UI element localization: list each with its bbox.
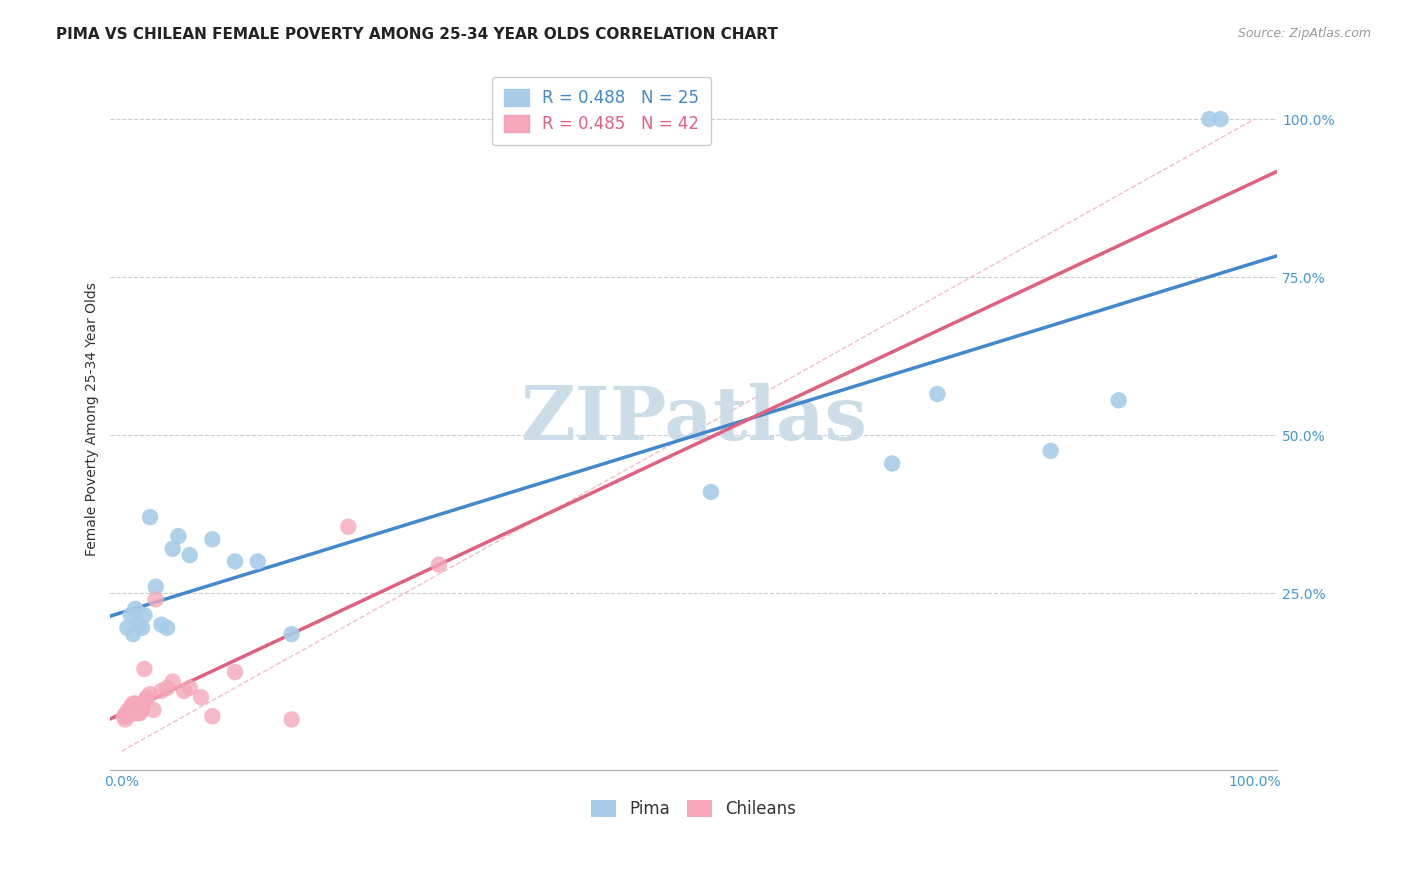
Point: [128, 699, 150, 714]
Point: [120, 703, 142, 717]
Point: [125, 699, 148, 714]
Point: [122, 697, 145, 711]
Point: [142, 703, 165, 717]
Point: [173, 684, 195, 698]
Point: [150, 617, 173, 632]
Point: [224, 554, 246, 568]
Point: [1039, 443, 1062, 458]
Point: [145, 592, 167, 607]
Point: [128, 703, 150, 717]
Point: [122, 703, 145, 717]
Text: PIMA VS CHILEAN FEMALE POVERTY AMONG 25-34 YEAR OLDS CORRELATION CHART: PIMA VS CHILEAN FEMALE POVERTY AMONG 25-…: [56, 27, 778, 42]
Point: [134, 608, 156, 623]
Point: [129, 699, 152, 714]
Point: [124, 706, 146, 720]
Point: [124, 697, 146, 711]
Point: [156, 681, 179, 695]
Point: [135, 690, 157, 705]
Point: [150, 684, 173, 698]
Point: [124, 602, 146, 616]
Text: ZIPatlas: ZIPatlas: [520, 383, 868, 456]
Point: [162, 541, 184, 556]
Point: [115, 706, 138, 720]
Point: [880, 457, 903, 471]
Point: [131, 703, 153, 717]
Point: [128, 617, 150, 632]
Point: [139, 687, 162, 701]
Point: [118, 706, 141, 720]
Point: [139, 510, 162, 524]
Point: [127, 706, 149, 720]
Point: [122, 699, 145, 714]
Point: [927, 387, 949, 401]
Point: [246, 554, 269, 568]
Point: [112, 709, 135, 723]
Point: [280, 627, 302, 641]
Text: Source: ZipAtlas.com: Source: ZipAtlas.com: [1237, 27, 1371, 40]
Point: [156, 621, 179, 635]
Point: [117, 709, 139, 723]
Point: [337, 519, 360, 533]
Point: [114, 713, 136, 727]
Point: [162, 674, 184, 689]
Legend: Pima, Chileans: Pima, Chileans: [585, 793, 803, 825]
Point: [1209, 112, 1232, 126]
Point: [280, 713, 302, 727]
Point: [201, 709, 224, 723]
Point: [201, 533, 224, 547]
Point: [132, 697, 155, 711]
Point: [128, 706, 150, 720]
Point: [125, 703, 148, 717]
Point: [167, 529, 190, 543]
Point: [427, 558, 450, 572]
Point: [121, 706, 143, 720]
Point: [1108, 393, 1130, 408]
Point: [700, 484, 723, 499]
Point: [131, 621, 153, 635]
Point: [121, 699, 143, 714]
Point: [1198, 112, 1220, 126]
Point: [120, 608, 142, 623]
Point: [122, 627, 145, 641]
Point: [190, 690, 212, 705]
Y-axis label: Female Poverty Among 25-34 Year Olds: Female Poverty Among 25-34 Year Olds: [86, 283, 100, 557]
Point: [179, 548, 201, 562]
Point: [179, 681, 201, 695]
Point: [120, 699, 142, 714]
Point: [117, 703, 139, 717]
Point: [135, 693, 157, 707]
Point: [117, 621, 139, 635]
Point: [122, 703, 145, 717]
Point: [145, 580, 167, 594]
Point: [134, 662, 156, 676]
Point: [224, 665, 246, 679]
